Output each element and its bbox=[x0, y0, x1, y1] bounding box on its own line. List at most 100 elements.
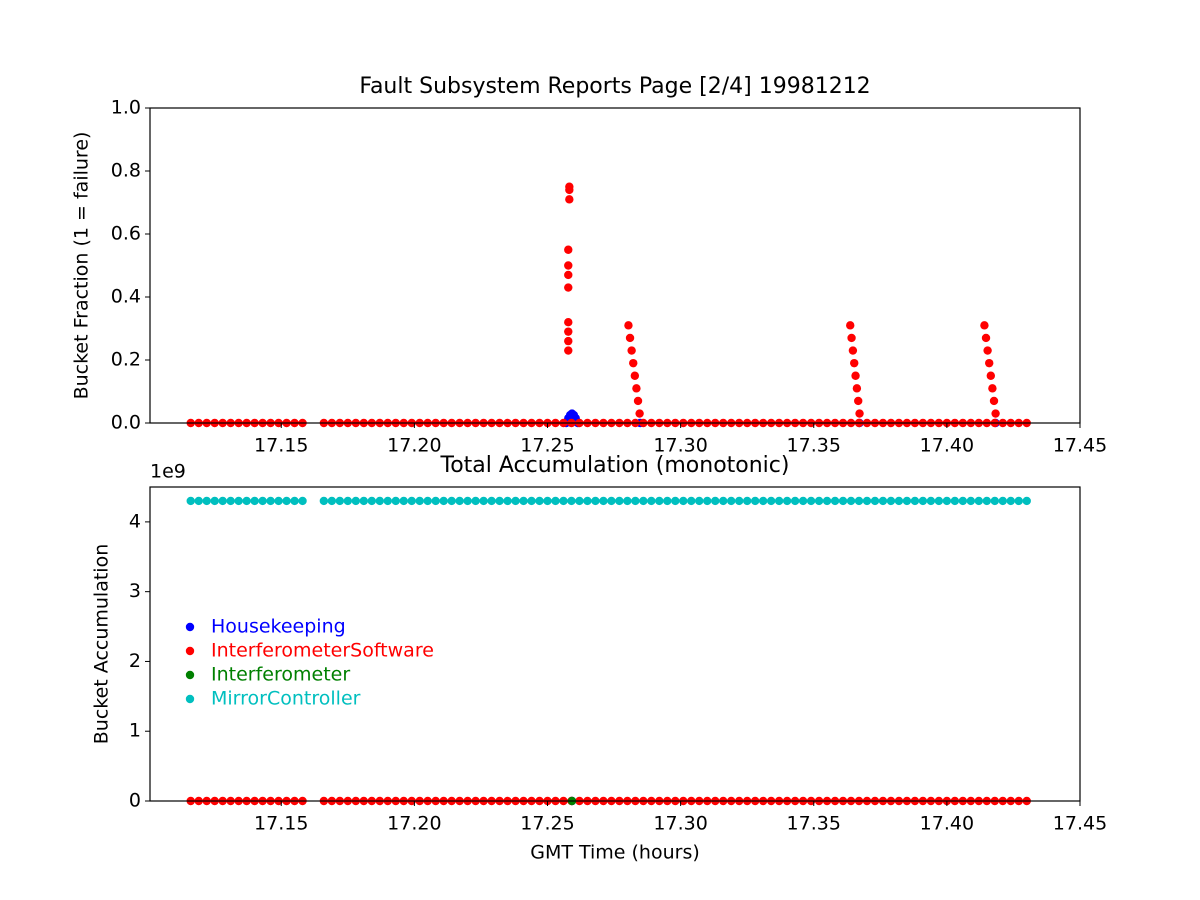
x-tick-label: 17.35 bbox=[787, 813, 841, 835]
data-point bbox=[942, 496, 952, 506]
y-tick-label: 0.6 bbox=[111, 223, 141, 245]
data-point bbox=[625, 333, 635, 343]
data-point bbox=[564, 327, 573, 336]
data-point bbox=[564, 283, 573, 292]
points bbox=[186, 182, 1031, 428]
legend-marker bbox=[185, 622, 195, 632]
data-point bbox=[852, 384, 862, 393]
y-axis-label: Bucket Accumulation bbox=[91, 544, 113, 745]
data-point bbox=[290, 496, 299, 506]
data-point bbox=[615, 496, 624, 506]
data-point bbox=[988, 384, 997, 393]
data-point bbox=[633, 396, 643, 406]
data-point bbox=[447, 496, 456, 506]
y-tick-label: 0.0 bbox=[111, 412, 141, 434]
legend-marker bbox=[185, 646, 195, 656]
data-point bbox=[711, 496, 720, 506]
data-point bbox=[1006, 496, 1015, 506]
y-offset-label: 1e9 bbox=[150, 461, 186, 483]
data-point bbox=[607, 496, 616, 506]
x-tick-label: 17.40 bbox=[920, 435, 974, 457]
data-point bbox=[774, 496, 784, 506]
y-tick-label: 0.2 bbox=[111, 349, 141, 371]
data-point bbox=[991, 409, 1000, 418]
data-point bbox=[806, 496, 816, 506]
data-point bbox=[663, 496, 672, 506]
data-point bbox=[627, 346, 636, 355]
panel: 17.15 17.20 17.25 17.30 17.35 17.40 17.45 0 1 2 3 4… bbox=[91, 453, 1108, 864]
data-point bbox=[359, 496, 368, 506]
data-point bbox=[985, 358, 994, 368]
data-point bbox=[282, 496, 291, 506]
data-point bbox=[242, 496, 251, 506]
data-point bbox=[989, 396, 999, 406]
data-point bbox=[847, 333, 856, 343]
data-point bbox=[886, 496, 896, 506]
data-point bbox=[695, 496, 704, 506]
panel: 17.15 17.20 17.25 17.30 17.35 17.40 17.45 0.0 0.… bbox=[71, 74, 1108, 457]
chart-title: Total Accumulation (monotonic) bbox=[440, 453, 790, 478]
data-point bbox=[878, 496, 888, 506]
data-point bbox=[226, 496, 235, 506]
data-point bbox=[902, 496, 912, 506]
data-point bbox=[599, 496, 608, 506]
data-point bbox=[647, 496, 656, 506]
y-tick-label: 1.0 bbox=[111, 97, 141, 119]
data-point bbox=[846, 496, 856, 506]
data-point bbox=[980, 321, 989, 330]
data-point bbox=[631, 496, 640, 506]
data-point bbox=[727, 496, 736, 506]
x-tick-label: 17.25 bbox=[520, 435, 574, 457]
data-point bbox=[910, 496, 920, 506]
x-tick-label: 17.20 bbox=[387, 813, 441, 835]
data-point bbox=[687, 496, 696, 506]
data-point bbox=[950, 496, 960, 506]
data-point bbox=[575, 496, 584, 506]
data-point bbox=[375, 496, 384, 506]
data-point bbox=[1022, 496, 1031, 506]
data-point bbox=[564, 261, 573, 270]
data-point bbox=[564, 270, 573, 280]
y-tick-label: 2 bbox=[129, 650, 141, 672]
data-point bbox=[503, 496, 512, 506]
data-point bbox=[679, 496, 688, 506]
data-point bbox=[391, 496, 400, 506]
data-point bbox=[966, 496, 976, 506]
legend-marker bbox=[185, 670, 195, 680]
data-point bbox=[630, 371, 640, 380]
data-point bbox=[559, 496, 568, 506]
data-point bbox=[407, 496, 416, 506]
data-point bbox=[854, 496, 864, 506]
data-point bbox=[719, 496, 728, 506]
data-point bbox=[655, 496, 664, 506]
data-point bbox=[495, 496, 504, 506]
data-point bbox=[431, 496, 440, 506]
data-point bbox=[703, 496, 712, 506]
legend-label: Interferometer bbox=[211, 664, 350, 686]
data-point bbox=[423, 496, 432, 506]
data-point bbox=[351, 496, 361, 506]
data-point bbox=[855, 409, 864, 418]
x-tick-label: 17.30 bbox=[653, 435, 707, 457]
data-point bbox=[854, 396, 863, 406]
legend-label: InterferometerSoftware bbox=[211, 640, 434, 662]
data-point bbox=[671, 496, 680, 506]
data-point bbox=[838, 496, 848, 506]
data-point bbox=[234, 496, 243, 506]
data-point bbox=[848, 346, 858, 355]
data-point bbox=[846, 321, 855, 330]
data-point bbox=[463, 496, 472, 506]
data-point bbox=[319, 496, 329, 506]
y-tick-label: 0.4 bbox=[111, 286, 141, 308]
data-point bbox=[511, 496, 520, 506]
data-point bbox=[894, 496, 904, 506]
data-point bbox=[564, 336, 573, 346]
y-axis-label: Bucket Fraction (1 = failure) bbox=[71, 132, 93, 400]
data-point bbox=[983, 346, 992, 355]
data-point bbox=[327, 496, 337, 506]
data-point bbox=[383, 496, 392, 506]
data-point bbox=[250, 496, 259, 506]
x-tick-label: 17.15 bbox=[254, 435, 308, 457]
data-point bbox=[998, 496, 1007, 506]
data-point bbox=[850, 358, 859, 368]
